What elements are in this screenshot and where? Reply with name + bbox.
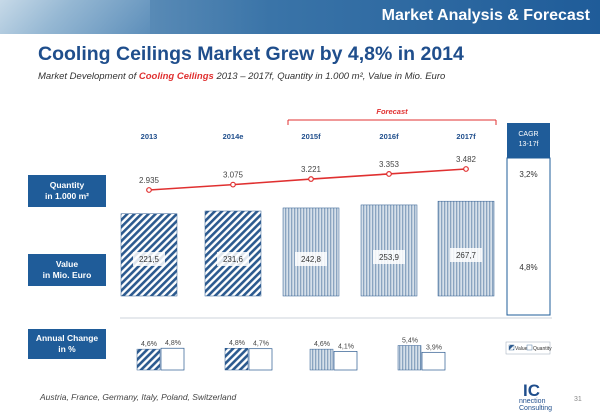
legend-label-value: Value (515, 346, 528, 352)
quantity-point (230, 181, 236, 188)
category-label: 2017f (456, 132, 476, 141)
quantity-data-label: 3.353 (379, 160, 400, 169)
row-label-value-line2: in Mio. Euro (42, 270, 92, 280)
category-label: 2013 (141, 132, 158, 141)
quantity-point (308, 176, 314, 182)
change-label-quantity: 4,1% (338, 343, 354, 350)
value-bar (282, 207, 340, 297)
change-bar-quantity (248, 348, 273, 371)
quantity-data-label: 3.075 (223, 171, 244, 180)
change-label-value: 4,8% (229, 340, 245, 347)
cagr-title-line1: CAGR (518, 131, 538, 138)
cagr-quantity: 3,2% (519, 170, 537, 179)
change-bar-value (136, 348, 161, 371)
logo-text-line1: nnection (519, 398, 546, 405)
row-label-annual-change: Annual Change in % (28, 329, 106, 359)
banner-title: Market Analysis & Forecast (381, 7, 590, 24)
change-bar-value (309, 348, 334, 371)
value-data-label: 231,6 (223, 255, 244, 264)
row-label-quantity-line2: in 1.000 m² (45, 191, 89, 201)
row-label-change-line1: Annual Change (35, 333, 99, 343)
value-label-bg (450, 248, 482, 262)
change-bar-value (397, 345, 422, 371)
quantity-data-label: 3.482 (456, 155, 477, 164)
subtitle-pre: Market Development of (38, 71, 139, 82)
category-label: 2014e (223, 132, 244, 141)
cagr-title-line2: 13-17f (519, 141, 539, 148)
row-label-change-line2: in % (58, 344, 76, 354)
value-data-label: 242,8 (301, 255, 322, 264)
subtitle-highlight: Cooling Ceilings (138, 71, 214, 82)
company-logo: IC nnection Consulting (515, 381, 563, 412)
quantity-point (146, 187, 152, 193)
logo-text-line2: Consulting (519, 405, 553, 412)
quantity-data-label: 3.221 (301, 165, 322, 174)
page-subtitle: Market Development of Cooling Ceilings 2… (38, 71, 445, 82)
subtitle-post: 2013 – 2017f, Quantity in 1.000 m², Valu… (213, 71, 446, 82)
cagr-header-box (507, 123, 550, 158)
value-data-label: 221,5 (139, 255, 160, 264)
value-label-bg (373, 250, 405, 264)
quantity-point (463, 166, 469, 172)
header-banner: Market Analysis & Forecast (0, 0, 600, 34)
row-label-quantity: Quantity in 1.000 m² (28, 175, 106, 207)
legend-swatch-quantity (526, 344, 533, 351)
change-bar-value (224, 347, 249, 371)
value-data-label: 253,9 (379, 253, 400, 262)
category-label: 2015f (301, 132, 321, 141)
cagr-body-box (506, 157, 551, 316)
change-bar-quantity (333, 351, 358, 371)
legend-label-quantity: Quantity (533, 346, 552, 352)
change-label-value: 4,6% (314, 341, 330, 348)
forecast-label: Forecast (376, 107, 408, 116)
legend-swatch-value (508, 344, 515, 351)
value-data-label: 267,7 (456, 251, 477, 260)
change-label-quantity: 4,7% (253, 341, 269, 348)
quantity-point (386, 171, 392, 177)
change-bar-quantity (160, 347, 185, 371)
cagr-value: 4,8% (519, 263, 537, 272)
page-number: 31 (574, 396, 582, 403)
row-label-value-line1: Value (55, 259, 79, 269)
quantity-data-label: 2.935 (139, 176, 160, 185)
category-label: 2016f (379, 132, 399, 141)
page-title: Cooling Ceilings Market Grew by 4,8% in … (38, 43, 464, 65)
row-label-quantity-line1: Quantity (49, 180, 85, 190)
change-label-quantity: 3,9% (426, 344, 442, 351)
change-label-value: 5,4% (402, 338, 418, 345)
change-label-value: 4,6% (141, 341, 157, 348)
change-bar-quantity (421, 351, 446, 371)
value-label-bg (133, 252, 165, 266)
logo-mark: IC (523, 381, 540, 400)
row-label-value: Value in Mio. Euro (28, 254, 106, 286)
value-label-bg (217, 252, 249, 266)
banner-photo (0, 0, 150, 34)
footer-countries: Austria, France, Germany, Italy, Poland,… (40, 392, 237, 402)
value-label-bg (295, 252, 327, 266)
change-label-quantity: 4,8% (165, 340, 181, 347)
